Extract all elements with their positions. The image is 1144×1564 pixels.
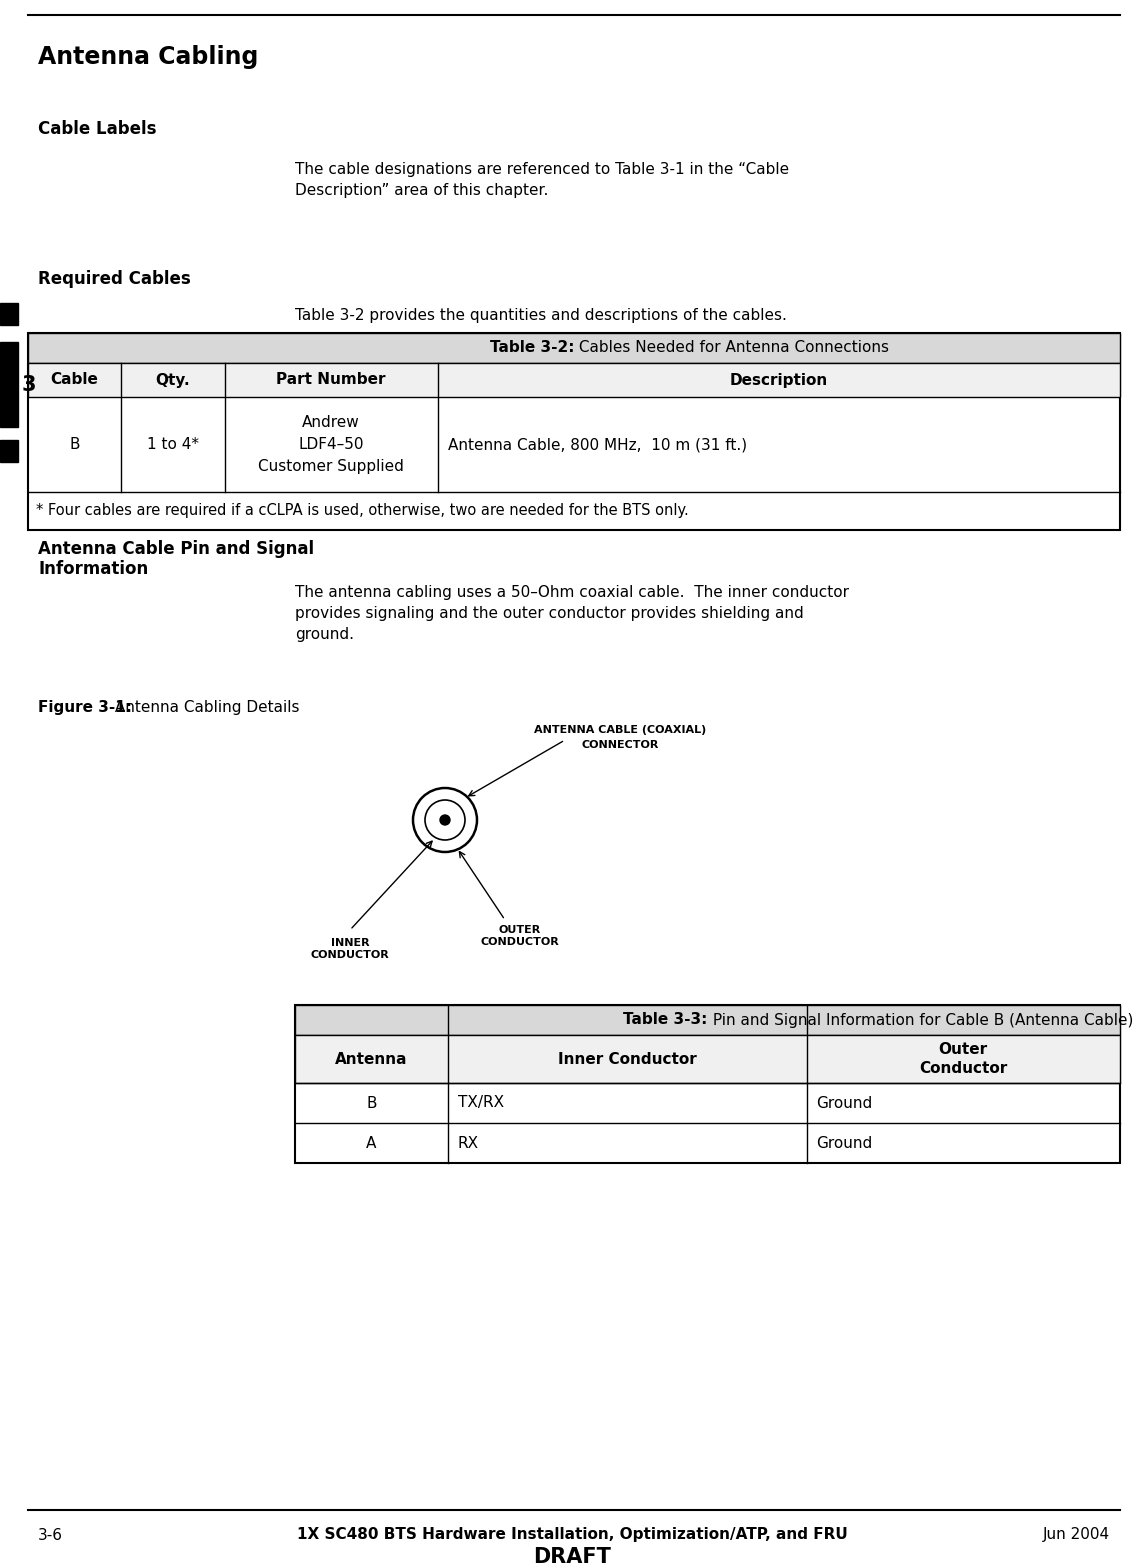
- Text: Antenna Cable Pin and Signal: Antenna Cable Pin and Signal: [38, 540, 315, 558]
- Text: B: B: [69, 436, 80, 452]
- Bar: [295, 1006, 1120, 1035]
- Bar: [0, 439, 18, 461]
- Text: Pin and Signal Information for Cable B (Antenna Cable): Pin and Signal Information for Cable B (…: [707, 1012, 1133, 1028]
- Text: The antenna cabling uses a 50–Ohm coaxial cable.  The inner conductor
provides s: The antenna cabling uses a 50–Ohm coaxia…: [295, 585, 849, 641]
- Text: Cables Needed for Antenna Connections: Cables Needed for Antenna Connections: [574, 341, 889, 355]
- Text: Required Cables: Required Cables: [38, 271, 191, 288]
- Text: Information: Information: [38, 560, 149, 579]
- Text: Part Number: Part Number: [277, 372, 386, 388]
- Text: Ground: Ground: [817, 1135, 873, 1151]
- Text: 1 to 4*: 1 to 4*: [146, 436, 199, 452]
- Text: 3: 3: [22, 375, 37, 396]
- Bar: [0, 303, 18, 325]
- Text: Cable: Cable: [50, 372, 98, 388]
- Text: Table 3-2:: Table 3-2:: [490, 341, 574, 355]
- Text: 1X SC480 BTS Hardware Installation, Optimization/ATP, and FRU: 1X SC480 BTS Hardware Installation, Opti…: [296, 1528, 848, 1542]
- Text: * Four cables are required if a cCLPA is used, otherwise, two are needed for the: * Four cables are required if a cCLPA is…: [35, 504, 689, 519]
- Text: The cable designations are referenced to Table 3-1 in the “Cable
Description” ar: The cable designations are referenced to…: [295, 163, 789, 199]
- Text: ANTENNA CABLE (COAXIAL): ANTENNA CABLE (COAXIAL): [534, 726, 706, 735]
- Text: Qty.: Qty.: [156, 372, 190, 388]
- Bar: [27, 333, 1120, 530]
- Circle shape: [440, 815, 450, 824]
- Text: Andrew
LDF4–50
Customer Supplied: Andrew LDF4–50 Customer Supplied: [259, 414, 404, 474]
- Text: TX/RX: TX/RX: [458, 1095, 503, 1110]
- Bar: [0, 343, 18, 427]
- Text: 3-6: 3-6: [38, 1528, 63, 1542]
- Text: Jun 2004: Jun 2004: [1043, 1528, 1110, 1542]
- Text: CONNECTOR: CONNECTOR: [581, 740, 659, 751]
- Bar: [295, 1006, 1120, 1164]
- Text: Antenna Cable, 800 MHz,  10 m (31 ft.): Antenna Cable, 800 MHz, 10 m (31 ft.): [447, 436, 747, 452]
- Text: Antenna Cabling Details: Antenna Cabling Details: [110, 701, 300, 715]
- Text: Cable Labels: Cable Labels: [38, 120, 157, 138]
- Text: Outer
Conductor: Outer Conductor: [919, 1042, 1008, 1076]
- Text: Description: Description: [730, 372, 828, 388]
- Text: A: A: [366, 1135, 376, 1151]
- Text: Inner Conductor: Inner Conductor: [557, 1051, 697, 1067]
- Text: INNER
CONDUCTOR: INNER CONDUCTOR: [311, 938, 389, 960]
- Text: Figure 3-1:: Figure 3-1:: [38, 701, 132, 715]
- Bar: [27, 333, 1120, 363]
- Bar: [295, 1035, 1120, 1082]
- Text: Antenna: Antenna: [335, 1051, 407, 1067]
- Text: OUTER
CONDUCTOR: OUTER CONDUCTOR: [480, 924, 559, 946]
- Text: Antenna Cabling: Antenna Cabling: [38, 45, 259, 69]
- Text: RX: RX: [458, 1135, 478, 1151]
- Text: DRAFT: DRAFT: [533, 1547, 611, 1564]
- Text: B: B: [366, 1095, 376, 1110]
- Bar: [27, 363, 1120, 397]
- Text: Table 3-3:: Table 3-3:: [623, 1012, 707, 1028]
- Text: Table 3-2 provides the quantities and descriptions of the cables.: Table 3-2 provides the quantities and de…: [295, 308, 787, 324]
- Text: Ground: Ground: [817, 1095, 873, 1110]
